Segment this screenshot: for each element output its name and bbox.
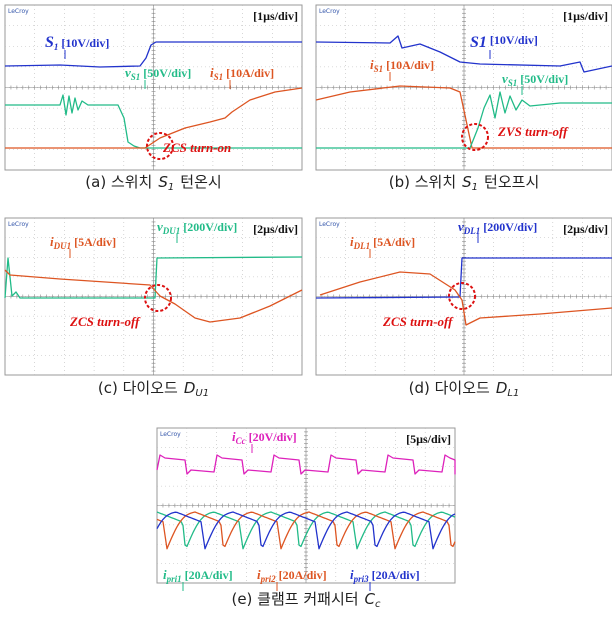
caption: (e) 클램프 커패시터 Cc — [231, 590, 381, 610]
annotation: ZCS turn-off — [382, 314, 454, 329]
signal-subscript: S1 — [374, 64, 384, 74]
caption-suffix: 턴오프시 — [484, 173, 539, 191]
signal-subscript: DU1 — [162, 226, 181, 236]
scope-screen — [5, 5, 302, 170]
signal-subscript: S1 — [214, 72, 224, 82]
caption: (c) 다이오드 DU1 — [98, 379, 209, 399]
signal-subscript: Cc — [236, 436, 246, 446]
signal-scale: [50V/div] — [520, 72, 568, 86]
caption-subscript: 1 — [168, 182, 174, 193]
timebase: [2µs/div] — [563, 222, 608, 236]
caption-symbol: D — [184, 379, 196, 397]
figure: LeCroy[1µs/div](a) 스위치S1턴온시S1[10V/div]vS… — [0, 0, 612, 617]
scope-screen — [157, 428, 455, 583]
signal-scale: [5A/div] — [373, 235, 415, 249]
logo: LeCroy — [8, 8, 29, 15]
caption: (a) 스위치 S1 턴온시 — [85, 173, 221, 193]
caption-subscript: 1 — [472, 182, 478, 193]
signal-symbol: S — [45, 34, 54, 51]
signal-scale: [20A/div] — [372, 568, 420, 582]
caption-symbol: S — [158, 173, 168, 191]
logo: LeCroy — [319, 221, 340, 228]
signal-scale: [20A/div] — [185, 568, 233, 582]
annotation: ZVS turn-off — [497, 124, 569, 139]
signal-subscript: S1 — [131, 72, 141, 82]
annotation: ZCS turn-off — [69, 314, 141, 329]
signal-subscript: 1 — [54, 42, 59, 52]
caption-subscript: c — [375, 599, 381, 610]
logo: LeCroy — [319, 8, 340, 15]
signal-scale: [200V/div] — [483, 220, 537, 234]
signal-subscript: DU1 — [53, 241, 72, 251]
caption-symbol: C — [365, 590, 376, 608]
signal-subscript: pri2 — [260, 574, 277, 584]
signal-scale: [10A/div] — [226, 66, 274, 80]
signal-scale: [20A/div] — [279, 568, 327, 582]
signal-subscript: pri1 — [166, 574, 182, 584]
caption-text: (a) 스위치 — [85, 173, 152, 191]
signal-scale: [20V/div] — [249, 430, 297, 444]
caption-subscript: U1 — [195, 388, 209, 399]
signal-scale: [10V/div] — [61, 36, 109, 50]
signal-scale: [10A/div] — [386, 58, 434, 72]
timebase: [5µs/div] — [406, 432, 451, 446]
signal-scale: [50V/div] — [143, 66, 191, 80]
timebase: [2µs/div] — [253, 222, 298, 236]
timebase: [1µs/div] — [563, 9, 608, 23]
logo: LeCroy — [160, 431, 181, 438]
signal-symbol: S1 — [470, 34, 487, 51]
signal-scale: [10V/div] — [490, 33, 538, 47]
annotation: ZCS turn-on — [162, 140, 231, 155]
timebase: [1µs/div] — [253, 9, 298, 23]
signal-subscript: S1 — [508, 78, 518, 88]
caption-symbol: D — [496, 379, 508, 397]
caption-text: (c) 다이오드 — [98, 379, 178, 397]
caption-text: (b) 스위치 — [389, 173, 456, 191]
signal-subscript: DL1 — [353, 241, 371, 251]
signal-scale: [200V/div] — [183, 220, 237, 234]
caption-text: (e) 클램프 커패시터 — [231, 590, 358, 608]
caption: (b) 스위치 S1 턴오프시 — [389, 173, 540, 193]
caption-suffix: 턴온시 — [180, 173, 221, 191]
caption-symbol: S — [462, 173, 472, 191]
signal-subscript: pri3 — [353, 574, 370, 584]
signal-scale: [5A/div] — [74, 235, 116, 249]
logo: LeCroy — [8, 221, 29, 228]
caption-text: (d) 다이오드 — [409, 379, 490, 397]
caption: (d) 다이오드 DL1 — [409, 379, 520, 399]
caption-subscript: L1 — [507, 388, 519, 399]
